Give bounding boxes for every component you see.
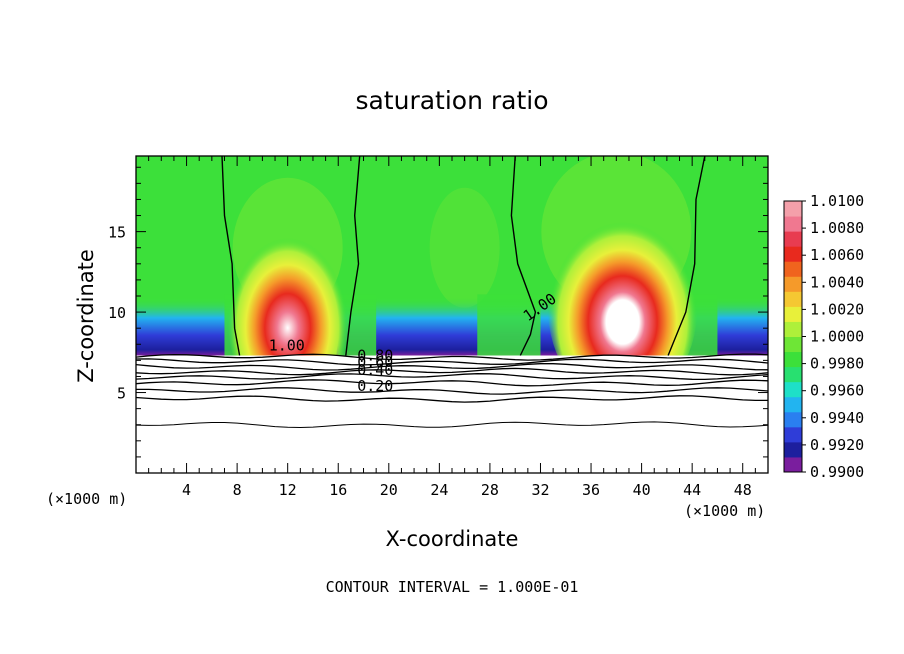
x-unit-label-right: (×1000 m): [684, 502, 766, 520]
colorbar-label: 0.9980: [810, 355, 864, 373]
colorbar-swatch: [784, 366, 802, 383]
contour-label: 0.40: [357, 361, 393, 379]
contour-line: [135, 421, 769, 429]
contour-label: 0.80: [357, 346, 393, 364]
colorbar-label: 0.9960: [810, 382, 864, 400]
x-tick-label: 8: [233, 481, 242, 499]
contour-line: [136, 387, 769, 395]
colorbar-label: 0.9900: [810, 463, 864, 481]
contour-label: 1.00: [269, 337, 305, 355]
below-cloud-base: [136, 355, 768, 473]
x-axis-label: X-coordinate: [385, 527, 519, 551]
x-tick-label: 16: [329, 481, 347, 499]
colorbar-swatch: [784, 441, 802, 458]
y-tick-label: 5: [117, 385, 126, 403]
colorbar-swatch: [784, 336, 802, 353]
contour-line: [510, 155, 537, 356]
x-tick-label: 4: [182, 481, 191, 499]
colorbar-swatch: [784, 261, 802, 277]
saturated-gap: [477, 294, 541, 356]
colorbar-swatch: [784, 231, 802, 247]
chart-title: saturation ratio: [355, 86, 549, 115]
x-tick-label: 48: [734, 481, 752, 499]
colorbar-label: 1.0020: [810, 300, 864, 318]
colorbar-swatch: [784, 456, 802, 473]
y-tick-label: 15: [108, 224, 126, 242]
contour-line: [135, 353, 769, 361]
x-tick-label: 20: [380, 481, 398, 499]
colorbar-swatch: [784, 216, 802, 232]
colorbar-label: 1.0100: [810, 192, 864, 210]
y-tick-label: 10: [108, 304, 126, 322]
colorbar-label: 1.0040: [810, 273, 864, 291]
contour-line: [667, 155, 706, 356]
contour-line: [221, 155, 241, 356]
colorbar-swatch: [784, 396, 802, 413]
x-tick-label: 28: [481, 481, 499, 499]
x-tick-label: 40: [633, 481, 651, 499]
x-tick-label: 24: [430, 481, 448, 499]
x-unit-label-left: (×1000 m): [46, 490, 128, 508]
contour-line: [135, 363, 769, 371]
colorbar-swatch: [784, 426, 802, 443]
colorbar-label: 0.9940: [810, 409, 864, 427]
x-tick-label: 36: [582, 481, 600, 499]
colorbar-label: 1.0060: [810, 246, 864, 264]
x-tick-label: 32: [531, 481, 549, 499]
contour-interval-note: CONTOUR INTERVAL = 1.000E-01: [325, 578, 579, 596]
colorbar-swatch: [784, 381, 802, 398]
colorbar-swatch: [784, 411, 802, 428]
contour-label: 0.60: [357, 353, 393, 371]
colorbar-swatch: [784, 291, 802, 307]
colorbar-swatch: [784, 246, 802, 262]
contour-line: [135, 395, 768, 403]
x-tick-label: 44: [683, 481, 701, 499]
contour-line: [135, 367, 769, 376]
colorbar-swatch: [784, 201, 802, 217]
colorbar-swatch: [784, 276, 802, 292]
contour-label: 0.20: [357, 377, 393, 395]
colorbar-label: 1.0080: [810, 219, 864, 237]
contour-line: [345, 155, 361, 356]
contour-line: [135, 358, 769, 366]
contour-line: [135, 373, 769, 381]
colorbar-label: 0.9920: [810, 436, 864, 454]
colorbar-label: 1.0000: [810, 328, 864, 346]
colorbar-swatch: [784, 351, 802, 368]
colorbar-swatch: [784, 321, 802, 337]
x-tick-label: 12: [279, 481, 297, 499]
contour-line: [135, 379, 769, 387]
field-haze: [429, 187, 500, 308]
colorbar-swatch: [784, 306, 802, 322]
